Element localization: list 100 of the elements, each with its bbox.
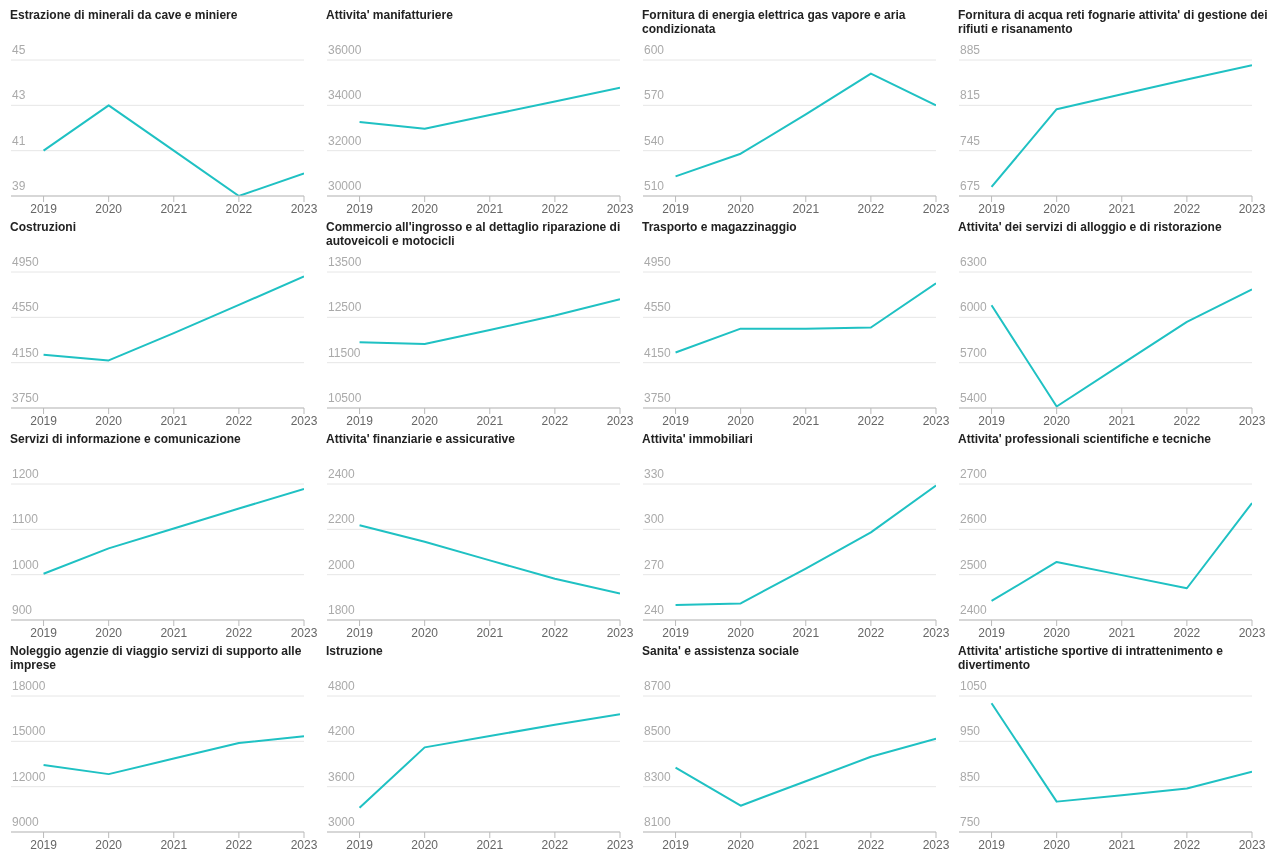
x-tick-label: 2023 [606,201,634,216]
y-tick-label: 950 [960,724,981,739]
y-tick-label: 330 [644,467,665,481]
x-tick-label: 2019 [346,201,374,216]
y-tick-label: 10500 [328,391,362,405]
y-tick-label: 4150 [12,345,40,360]
y-tick-label: 39 [12,179,26,193]
x-tick-label: 2019 [662,413,690,428]
chart-title: Commercio all'ingrosso e al dettaglio riparazione di autoveicoli e motocicli [325,220,622,250]
x-tick-label: 2019 [346,625,374,640]
y-tick-label: 300 [644,512,665,527]
chart-title: Sanita' e assistenza sociale [641,644,800,660]
y-tick-label: 8300 [644,769,672,784]
y-tick-label: 36000 [328,43,362,57]
x-tick-label: 2020 [411,837,439,852]
y-tick-label: 900 [12,603,33,617]
x-tick-label: 2021 [476,625,504,640]
chart-title: Fornitura di energia elettrica gas vapore e aria condizionata [641,8,907,38]
x-tick-label: 2021 [1108,625,1136,640]
x-tick-label: 2020 [95,413,123,428]
chart-title: Attivita' dei servizi di alloggio e di ristorazione [957,220,1223,236]
y-tick-label: 600 [644,43,665,57]
chart-title: Attivita' immobiliari [641,432,754,448]
x-tick-label: 2021 [160,837,188,852]
x-tick-label: 2023 [922,625,950,640]
chart-title: Estrazione di minerali da cave e miniere [9,8,239,24]
x-tick-label: 2023 [606,837,634,852]
y-tick-label: 2200 [328,512,356,527]
x-tick-label: 2023 [922,413,950,428]
x-tick-label: 2022 [857,201,885,216]
chart-title: Servizi di informazione e comunicazione [9,432,242,448]
x-tick-label: 2021 [792,413,820,428]
x-tick-label: 2019 [978,201,1006,216]
x-tick-label: 2020 [727,837,755,852]
x-tick-label: 2022 [541,625,569,640]
x-tick-label: 2023 [606,413,634,428]
x-tick-label: 2021 [476,837,504,852]
y-tick-label: 4550 [12,300,40,315]
y-tick-label: 815 [960,88,981,103]
x-tick-label: 2020 [95,201,123,216]
chart-title: Attivita' professionali scientifiche e tecniche [957,432,1212,448]
x-tick-label: 2021 [160,625,188,640]
y-tick-label: 43 [12,88,26,103]
y-tick-label: 4200 [328,724,356,739]
y-tick-label: 11500 [328,345,361,360]
x-tick-label: 2022 [541,201,569,216]
y-tick-label: 45 [12,43,26,57]
x-tick-label: 2022 [541,837,569,852]
x-tick-label: 2023 [922,201,950,216]
x-tick-label: 2020 [411,201,439,216]
x-tick-label: 2023 [1238,837,1266,852]
y-tick-label: 5400 [960,391,988,405]
y-tick-label: 4150 [644,345,672,360]
x-tick-label: 2019 [30,625,58,640]
x-tick-label: 2019 [978,413,1006,428]
chart-title: Istruzione [325,644,384,660]
x-tick-label: 2023 [1238,625,1266,640]
y-tick-label: 15000 [12,724,46,739]
y-tick-label: 3600 [328,769,356,784]
x-tick-label: 2021 [792,625,820,640]
y-tick-label: 4950 [644,255,672,269]
y-tick-label: 1200 [12,467,40,481]
y-tick-label: 1800 [328,603,356,617]
y-tick-label: 5700 [960,345,988,360]
x-tick-label: 2020 [411,625,439,640]
x-tick-label: 2019 [30,837,58,852]
x-tick-label: 2021 [160,201,188,216]
y-tick-label: 270 [644,557,665,572]
x-tick-label: 2021 [1108,837,1136,852]
y-tick-label: 4550 [644,300,672,315]
y-tick-label: 30000 [328,179,362,193]
y-tick-label: 570 [644,88,665,103]
y-tick-label: 6300 [960,255,988,269]
y-tick-label: 2000 [328,557,356,572]
y-tick-label: 8500 [644,724,672,739]
chart-title: Trasporto e magazzinaggio [641,220,798,236]
x-tick-label: 2020 [95,625,123,640]
x-tick-label: 2022 [857,837,885,852]
y-tick-label: 540 [644,133,665,148]
x-tick-label: 2022 [857,413,885,428]
x-tick-label: 2019 [30,413,58,428]
x-tick-label: 2019 [978,837,1006,852]
chart-title: Attivita' manifatturiere [325,8,454,24]
x-tick-label: 2022 [225,837,253,852]
y-tick-label: 510 [644,179,665,193]
x-tick-label: 2022 [857,625,885,640]
x-tick-label: 2023 [1238,201,1266,216]
y-tick-label: 240 [644,603,665,617]
x-tick-label: 2021 [792,837,820,852]
y-tick-label: 3000 [328,815,356,829]
chart-title: Costruzioni [9,220,77,236]
x-tick-label: 2020 [1043,625,1071,640]
y-tick-label: 750 [960,815,981,829]
y-tick-label: 12000 [12,769,46,784]
x-tick-label: 2022 [225,625,253,640]
x-tick-label: 2022 [225,201,253,216]
y-tick-label: 3750 [12,391,40,405]
y-tick-label: 32000 [328,133,362,148]
y-tick-label: 1100 [12,512,39,527]
y-tick-label: 34000 [328,88,362,103]
